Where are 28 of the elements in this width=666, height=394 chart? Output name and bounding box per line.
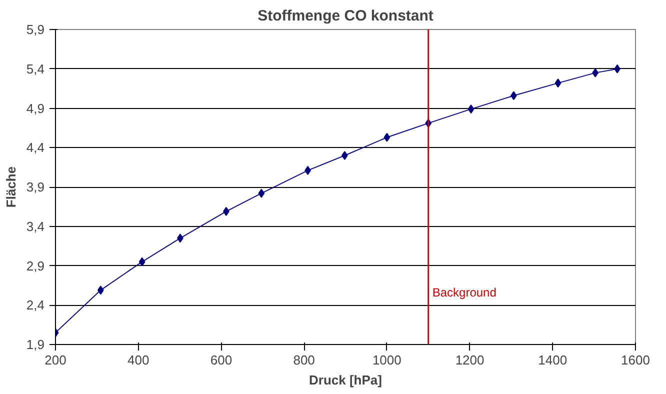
y-tick-label: 5,9	[26, 22, 45, 37]
x-tick-label: 1200	[455, 352, 484, 368]
point	[97, 286, 104, 295]
y-tick-label: 1,9	[26, 337, 45, 352]
x-tick-label: 400	[128, 352, 150, 368]
x-tick-label: 1600	[621, 352, 650, 368]
y-tick-label: 2,4	[26, 298, 45, 313]
y-tick-label: 3,9	[26, 180, 45, 194]
point	[258, 188, 265, 198]
y-tick-label: 2,9	[26, 258, 45, 274]
x-axis-title: Druck [hPa]	[309, 372, 382, 388]
y-tick-label: 5,4	[26, 61, 45, 76]
x-tick-label: 800	[293, 352, 315, 368]
point	[138, 257, 146, 266]
y-tick-label: 4,9	[26, 100, 45, 116]
x-tick-label: 1000	[372, 352, 402, 368]
ref-line-label: Background	[432, 286, 496, 300]
y-axis-title: Fläche	[3, 166, 18, 208]
y-tick-label: 3,4	[26, 218, 45, 234]
x-tick-label: 1400	[538, 352, 568, 368]
point	[468, 104, 474, 114]
point	[342, 151, 348, 160]
point	[384, 132, 390, 142]
y-tick-label: 4,4	[26, 140, 45, 156]
x-tick-label: 200	[44, 352, 66, 368]
x-tick-label: 600	[210, 352, 232, 368]
chart-title: Stoffmenge CO konstant	[258, 8, 434, 24]
point	[554, 78, 562, 88]
